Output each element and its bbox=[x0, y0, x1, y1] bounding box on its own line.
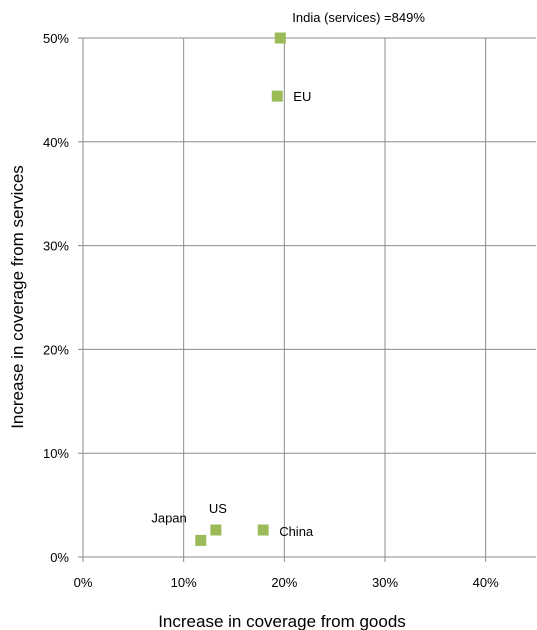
data-points bbox=[195, 32, 286, 546]
scatter-point bbox=[210, 524, 222, 536]
x-tick-label: 0% bbox=[74, 575, 93, 590]
point-label: China bbox=[279, 524, 314, 539]
y-tick-label: 40% bbox=[43, 135, 69, 150]
scatter-point bbox=[195, 534, 207, 546]
point-labels: India (services) =849% EU US Japan China bbox=[151, 10, 425, 539]
axes bbox=[78, 37, 536, 562]
y-axis-title: Increase in coverage from services bbox=[8, 165, 27, 429]
x-tick-label: 40% bbox=[473, 575, 499, 590]
y-tick-label: 20% bbox=[43, 342, 69, 357]
y-tick-label: 10% bbox=[43, 446, 69, 461]
point-label: Japan bbox=[151, 510, 186, 525]
x-tick-label: 10% bbox=[171, 575, 197, 590]
tick-labels: 0% 10% 20% 30% 40% 50% 0% 10% 20% 30% 40% bbox=[43, 31, 499, 590]
y-tick-label: 0% bbox=[50, 550, 69, 565]
point-label: India (services) =849% bbox=[292, 10, 425, 25]
gridlines bbox=[82, 37, 536, 558]
x-tick-label: 20% bbox=[271, 575, 297, 590]
point-label: US bbox=[209, 501, 227, 516]
scatter-point bbox=[257, 524, 269, 536]
x-axis-title: Increase in coverage from goods bbox=[158, 612, 406, 630]
scatter-point bbox=[274, 32, 286, 44]
x-tick-label: 30% bbox=[372, 575, 398, 590]
y-tick-label: 30% bbox=[43, 239, 69, 254]
point-label: EU bbox=[293, 89, 311, 104]
scatter-point bbox=[271, 90, 283, 102]
y-tick-label: 50% bbox=[43, 31, 69, 46]
